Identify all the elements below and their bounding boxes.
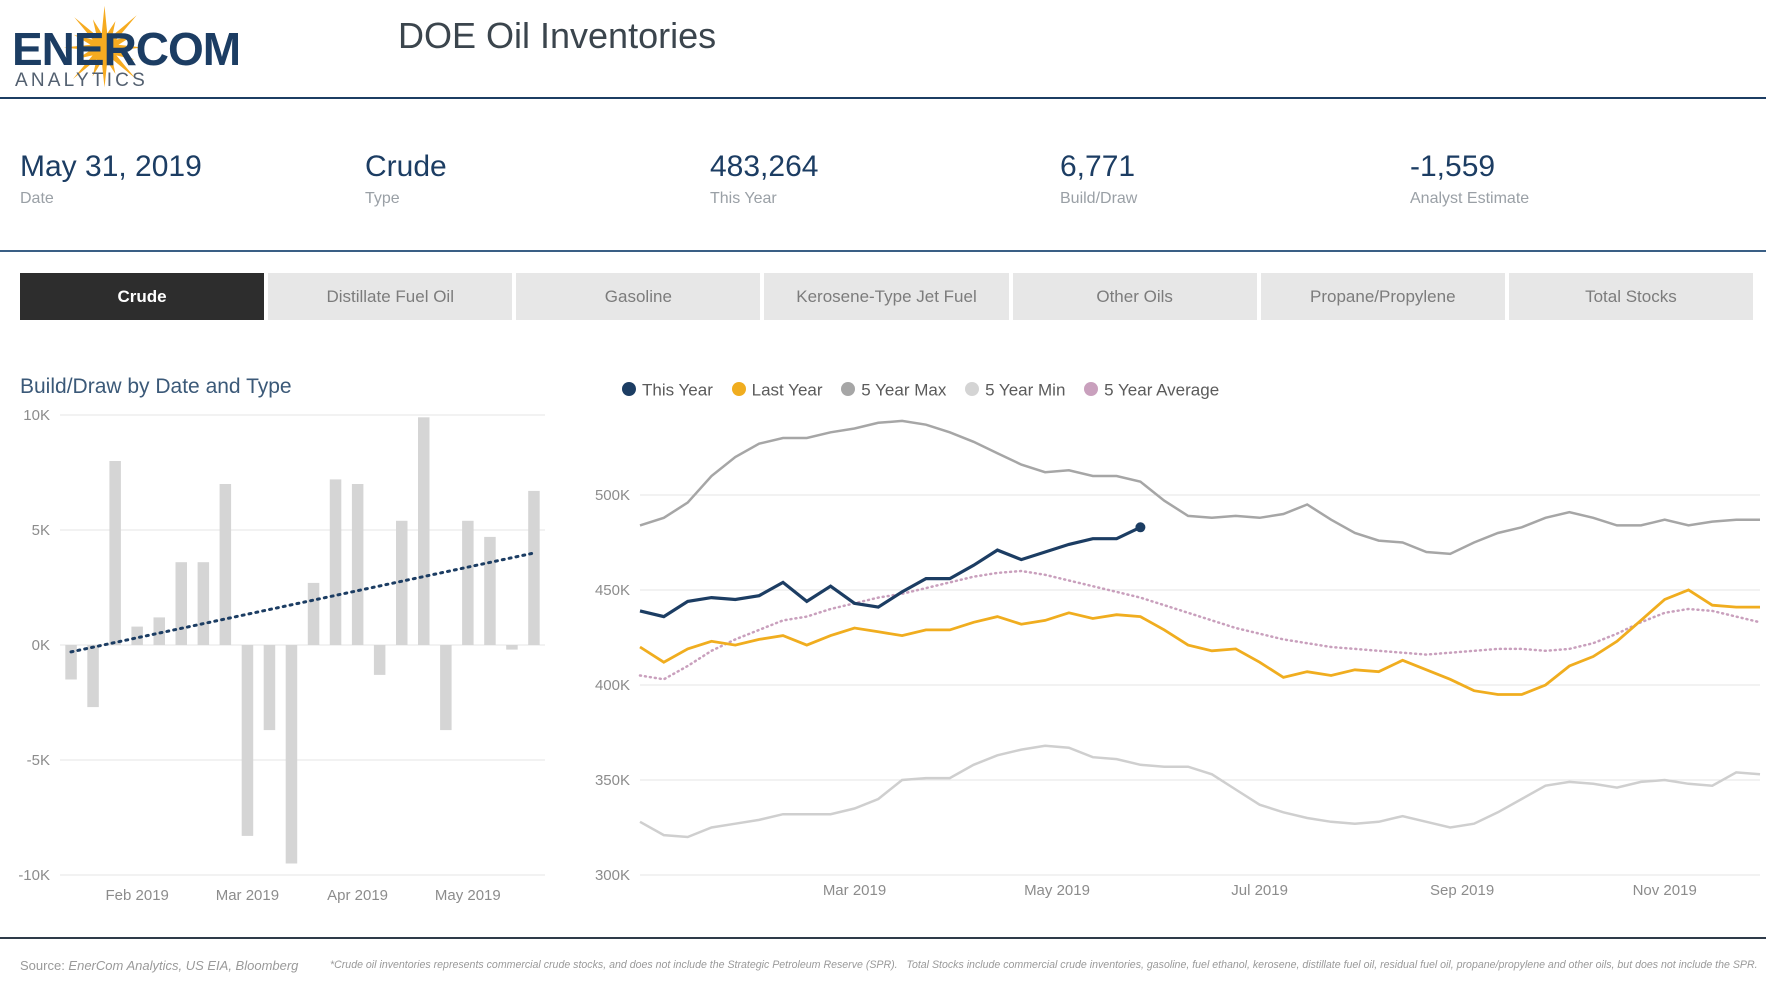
svg-text:Mar 2019: Mar 2019 (216, 887, 279, 904)
svg-text:5K: 5K (32, 522, 50, 539)
svg-text:Jul 2019: Jul 2019 (1231, 882, 1288, 899)
svg-text:Apr 2019: Apr 2019 (327, 887, 388, 904)
svg-text:Sep 2019: Sep 2019 (1430, 882, 1494, 899)
svg-text:350K: 350K (595, 772, 630, 789)
svg-text:May 2019: May 2019 (435, 887, 501, 904)
svg-text:500K: 500K (595, 487, 630, 504)
svg-text:-10K: -10K (18, 867, 50, 884)
svg-text:Mar 2019: Mar 2019 (823, 882, 886, 899)
svg-text:May 2019: May 2019 (1024, 882, 1090, 899)
svg-text:-5K: -5K (27, 752, 50, 769)
svg-text:450K: 450K (595, 582, 630, 599)
svg-text:400K: 400K (595, 677, 630, 694)
svg-text:0K: 0K (32, 637, 50, 654)
svg-text:Nov 2019: Nov 2019 (1633, 882, 1697, 899)
svg-text:10K: 10K (23, 407, 50, 424)
svg-text:Feb 2019: Feb 2019 (106, 887, 169, 904)
svg-text:300K: 300K (595, 867, 630, 884)
